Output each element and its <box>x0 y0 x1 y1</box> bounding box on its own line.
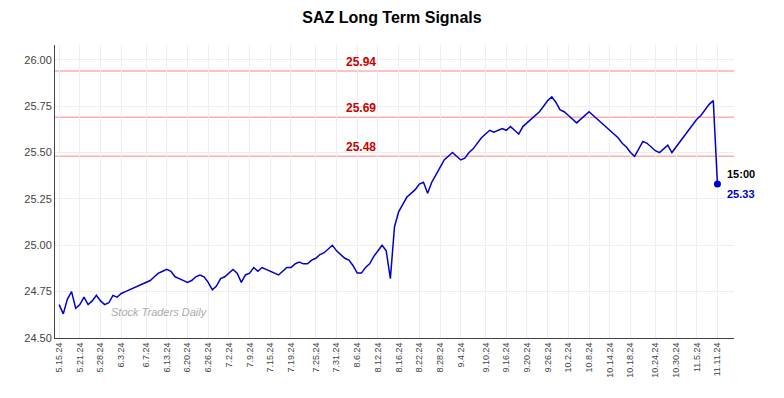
svg-text:Stock Traders Daily: Stock Traders Daily <box>111 306 208 318</box>
svg-text:7.19.24: 7.19.24 <box>286 343 296 373</box>
svg-text:26.00: 26.00 <box>24 54 52 66</box>
svg-text:7.31.24: 7.31.24 <box>331 343 341 373</box>
svg-text:10.2.24: 10.2.24 <box>563 343 573 373</box>
svg-text:8.12.24: 8.12.24 <box>373 343 383 373</box>
svg-text:11.5.24: 11.5.24 <box>692 343 702 372</box>
svg-text:8.16.24: 8.16.24 <box>394 343 404 373</box>
svg-text:7.2.24: 7.2.24 <box>224 343 234 368</box>
svg-text:5.21.24: 5.21.24 <box>75 343 85 373</box>
svg-text:6.26.24: 6.26.24 <box>203 343 213 373</box>
svg-text:5.15.24: 5.15.24 <box>54 343 64 373</box>
svg-text:7.9.24: 7.9.24 <box>245 343 255 368</box>
svg-text:9.26.24: 9.26.24 <box>543 343 553 373</box>
svg-text:SAZ Long Term Signals: SAZ Long Term Signals <box>302 9 481 26</box>
svg-text:6.20.24: 6.20.24 <box>182 343 192 373</box>
svg-text:10.8.24: 10.8.24 <box>584 343 594 373</box>
svg-text:25.94: 25.94 <box>346 55 376 69</box>
svg-text:10.18.24: 10.18.24 <box>625 343 635 378</box>
svg-text:7.25.24: 7.25.24 <box>311 343 321 373</box>
svg-text:8.22.24: 8.22.24 <box>414 343 424 373</box>
svg-text:24.50: 24.50 <box>24 332 52 344</box>
svg-text:8.6.24: 8.6.24 <box>352 343 362 368</box>
svg-text:25.75: 25.75 <box>24 100 52 112</box>
svg-text:25.50: 25.50 <box>24 146 52 158</box>
svg-text:15:00: 15:00 <box>727 168 755 180</box>
svg-text:7.15.24: 7.15.24 <box>265 343 275 373</box>
svg-text:5.28.24: 5.28.24 <box>95 343 105 373</box>
svg-text:10.30.24: 10.30.24 <box>671 343 681 378</box>
svg-text:10.14.24: 10.14.24 <box>605 343 615 378</box>
svg-text:6.3.24: 6.3.24 <box>116 343 126 368</box>
svg-text:6.13.24: 6.13.24 <box>162 343 172 373</box>
svg-text:9.20.24: 9.20.24 <box>522 343 532 373</box>
svg-text:25.48: 25.48 <box>346 140 376 154</box>
svg-text:25.69: 25.69 <box>346 101 376 115</box>
svg-text:9.4.24: 9.4.24 <box>456 343 466 368</box>
svg-text:8.28.24: 8.28.24 <box>435 343 445 373</box>
svg-text:11.11.24: 11.11.24 <box>712 343 722 377</box>
svg-text:25.25: 25.25 <box>24 193 52 205</box>
svg-text:10.24.24: 10.24.24 <box>650 343 660 378</box>
svg-text:25.00: 25.00 <box>24 239 52 251</box>
svg-text:9.10.24: 9.10.24 <box>481 343 491 373</box>
svg-text:25.33: 25.33 <box>727 188 755 200</box>
svg-text:24.75: 24.75 <box>24 285 52 297</box>
svg-text:9.16.24: 9.16.24 <box>501 343 511 373</box>
svg-text:6.7.24: 6.7.24 <box>141 343 151 368</box>
